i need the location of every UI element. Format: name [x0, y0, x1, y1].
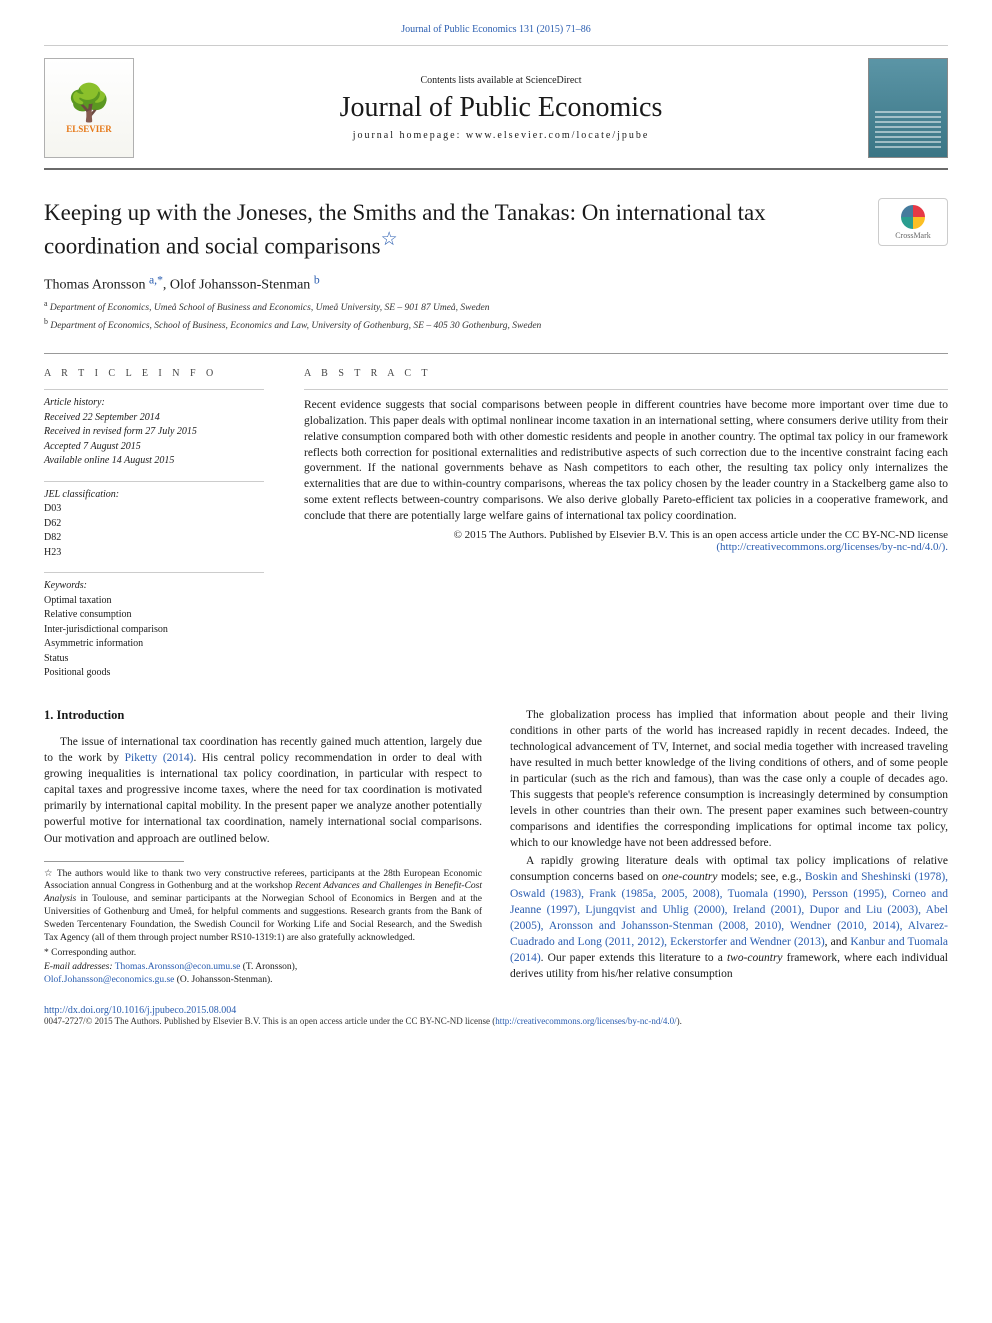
journal-header: 🌳 ELSEVIER Contents lists available at S…	[44, 45, 948, 170]
license-link[interactable]: (http://creativecommons.org/licenses/by-…	[716, 541, 948, 553]
publisher-name: ELSEVIER	[66, 124, 112, 134]
keyword: Status	[44, 652, 264, 667]
keyword: Inter-jurisdictional comparison	[44, 623, 264, 638]
jel-block: JEL classification: D03 D62 D82 H23	[44, 481, 264, 561]
abstract-text: Recent evidence suggests that social com…	[304, 389, 948, 525]
body-paragraph: The globalization process has implied th…	[510, 707, 948, 852]
body-paragraph: The issue of international tax coordinat…	[44, 734, 482, 847]
license-block: © 2015 The Authors. Published by Elsevie…	[304, 529, 948, 553]
title-footnote-star[interactable]: ☆	[381, 229, 398, 250]
jel-code: D82	[44, 531, 264, 546]
affiliation-b: Department of Economics, School of Busin…	[50, 321, 541, 331]
elsevier-tree-icon: 🌳	[67, 82, 112, 124]
footnotes: ☆ The authors would like to thank two ve…	[44, 868, 482, 987]
keywords-block: Keywords: Optimal taxation Relative cons…	[44, 572, 264, 681]
page-footer: http://dx.doi.org/10.1016/j.jpubeco.2015…	[44, 1005, 948, 1026]
section-heading-intro: 1. Introduction	[44, 707, 482, 725]
keyword: Optimal taxation	[44, 594, 264, 609]
homepage-url[interactable]: www.elsevier.com/locate/jpube	[466, 130, 649, 141]
affiliations: a Department of Economics, Umeå School o…	[44, 298, 948, 333]
email-link-1[interactable]: Thomas.Aronsson@econ.umu.se	[115, 962, 241, 972]
affiliation-a: Department of Economics, Umeå School of …	[50, 303, 490, 313]
article-body: 1. Introduction The issue of internation…	[44, 707, 948, 987]
email-block: E-mail addresses: Thomas.Aronsson@econ.u…	[44, 961, 482, 987]
online-date: Available online 14 August 2015	[44, 454, 264, 469]
crossmark-icon	[901, 205, 925, 229]
keyword: Asymmetric information	[44, 637, 264, 652]
accepted-date: Accepted 7 August 2015	[44, 440, 264, 455]
footnote-separator	[44, 861, 184, 862]
elsevier-logo: 🌳 ELSEVIER	[44, 58, 134, 158]
email-link-2[interactable]: Olof.Johansson@economics.gu.se	[44, 975, 174, 985]
body-paragraph: A rapidly growing literature deals with …	[510, 853, 948, 982]
author-list: Thomas Aronsson a,*, Olof Johansson-Sten…	[44, 273, 948, 294]
sciencedirect-link[interactable]: ScienceDirect	[525, 75, 581, 86]
author-2: Olof Johansson-Stenman	[170, 278, 310, 293]
issue-link[interactable]: Journal of Public Economics 131 (2015) 7…	[401, 24, 590, 35]
article-title: Keeping up with the Joneses, the Smiths …	[44, 198, 948, 261]
received-date: Received 22 September 2014	[44, 411, 264, 426]
running-header: Journal of Public Economics 131 (2015) 7…	[44, 24, 948, 35]
journal-cover-thumbnail	[868, 58, 948, 158]
article-history: Article history: Received 22 September 2…	[44, 389, 264, 469]
contents-line: Contents lists available at ScienceDirec…	[134, 75, 868, 86]
abstract-heading: A B S T R A C T	[304, 368, 948, 379]
journal-homepage: journal homepage: www.elsevier.com/locat…	[134, 130, 868, 141]
jel-code: D03	[44, 502, 264, 517]
author-1: Thomas Aronsson	[44, 278, 146, 293]
corresponding-author-note: * Corresponding author.	[44, 947, 482, 960]
jel-code: D62	[44, 517, 264, 532]
doi-link[interactable]: http://dx.doi.org/10.1016/j.jpubeco.2015…	[44, 1005, 236, 1016]
citation-link[interactable]: Piketty (2014)	[125, 752, 194, 764]
revised-date: Received in revised form 27 July 2015	[44, 425, 264, 440]
crossmark-badge[interactable]: CrossMark	[878, 198, 948, 246]
footer-license-link[interactable]: http://creativecommons.org/licenses/by-n…	[495, 1016, 676, 1026]
keyword: Relative consumption	[44, 608, 264, 623]
article-info-heading: A R T I C L E I N F O	[44, 368, 264, 379]
author-2-affil-sup[interactable]: b	[314, 278, 320, 293]
keyword: Positional goods	[44, 666, 264, 681]
author-1-affil-sup[interactable]: a,	[149, 278, 157, 293]
journal-name: Journal of Public Economics	[134, 92, 868, 124]
jel-code: H23	[44, 546, 264, 561]
